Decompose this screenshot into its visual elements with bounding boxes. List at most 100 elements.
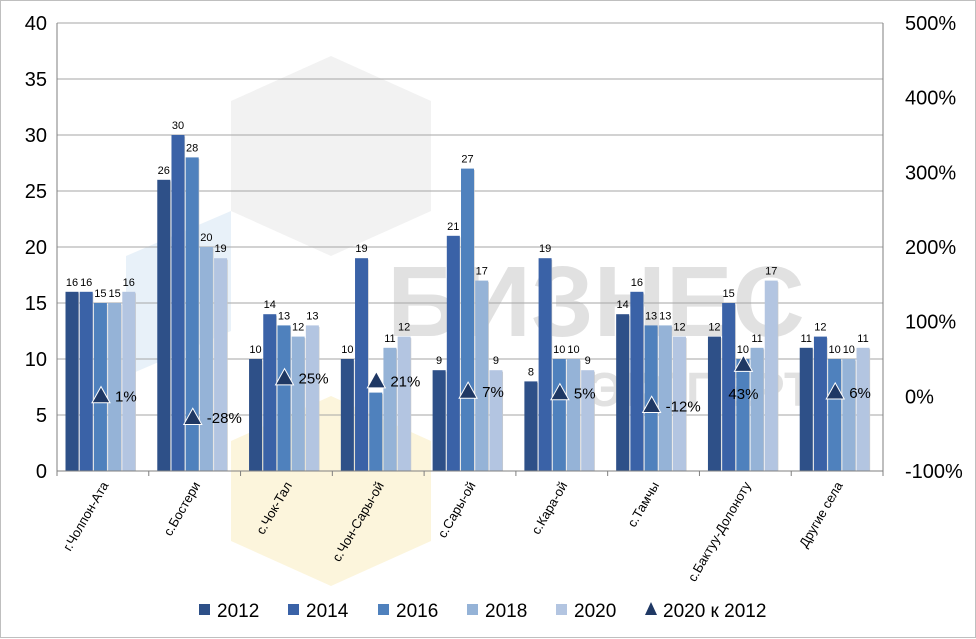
- bar-2012: [340, 359, 354, 471]
- axis-ticks: 0 5 10 15 20 25 30 35 40 -100% 0% 100% 200% 300% 400% 5…: [25, 13, 963, 483]
- legend-swatch: [288, 604, 299, 615]
- bar-value-label: 27: [461, 154, 473, 166]
- bar-value-label: 16: [80, 277, 92, 289]
- bar-value-label: 10: [737, 344, 749, 356]
- category-label: г.Чолпон-Ата: [60, 478, 112, 553]
- bar-2014: [813, 336, 827, 471]
- legend-label: 2018: [485, 601, 527, 622]
- bars: [65, 135, 871, 472]
- bar-2020: [764, 280, 778, 471]
- bar-value-label: 30: [172, 120, 184, 132]
- bar-2020: [214, 258, 228, 471]
- growth-label: 25%: [299, 371, 329, 388]
- growth-marker: [91, 385, 111, 404]
- legend-swatch: [378, 604, 389, 615]
- bar-2020: [397, 336, 411, 471]
- bar-2014: [263, 314, 277, 471]
- y-right-tick: 200%: [905, 237, 956, 259]
- category-label: с.Бостери: [160, 479, 203, 538]
- bar-2020: [305, 325, 319, 471]
- bar-value-label: 11: [384, 333, 395, 345]
- legend-label: 2020 к 2012: [663, 601, 766, 622]
- bar-value-label: 19: [214, 243, 226, 255]
- growth-marker: [550, 382, 570, 401]
- bar-value-label: 10: [843, 344, 855, 356]
- growth-marker: [733, 354, 754, 372]
- bar-value-label: 8: [528, 366, 534, 378]
- bar-2012: [249, 359, 263, 471]
- y-right-tick: 300%: [905, 162, 956, 184]
- bar-value-label: 16: [66, 277, 78, 289]
- legend-swatch: [556, 604, 567, 615]
- growth-marker: [182, 407, 203, 425]
- bar-value-label: 12: [398, 322, 410, 334]
- growth-marker: [825, 381, 846, 400]
- growth-label: -28%: [207, 410, 242, 427]
- y-left-tick: 25: [25, 181, 47, 203]
- category-label: с.Тамчы: [624, 479, 662, 530]
- bar-value-label: 15: [723, 288, 735, 300]
- legend-label: 2020: [574, 601, 616, 622]
- bar-2018: [842, 359, 856, 471]
- y-left-tick: 30: [25, 125, 47, 147]
- bar-value-label: 10: [828, 344, 840, 356]
- bar-value-label: 16: [123, 277, 135, 289]
- category-labels: г.Чолпон-Ата с.Бостери с.Чок-Тал с.Чон-Сары…: [60, 478, 846, 584]
- bar-value-label: 14: [617, 299, 629, 311]
- bar-value-label: 19: [355, 243, 367, 255]
- legend-label: 2014: [306, 601, 349, 622]
- bar-2012: [707, 336, 721, 471]
- legend-swatch: [467, 604, 478, 615]
- bar-value-label: 10: [341, 344, 353, 356]
- bar-value-label: 9: [585, 355, 591, 367]
- y-left-tick: 5: [36, 405, 47, 427]
- bar-2020: [856, 347, 870, 471]
- bar-value-label: 10: [249, 344, 261, 356]
- bar-2014: [355, 258, 369, 471]
- bar-2012: [799, 347, 813, 471]
- legend: 2012 2014 2016 2018 2020 2020 к 2012: [199, 601, 766, 622]
- bar-2016: [277, 325, 291, 471]
- bar-2020: [489, 370, 503, 471]
- growth-label: 1%: [115, 389, 137, 406]
- growth-label: 43%: [728, 386, 758, 403]
- bar-value-label: 9: [493, 355, 499, 367]
- y-left-tick: 40: [25, 13, 47, 35]
- bar-value-label: 17: [476, 266, 488, 278]
- bar-value-label: 15: [94, 288, 106, 300]
- bar-2012: [524, 381, 538, 471]
- growth-label: -12%: [666, 398, 701, 415]
- y-right-tick: 100%: [905, 312, 956, 334]
- bar-value-label: 13: [659, 310, 671, 322]
- legend-label: 2016: [396, 601, 438, 622]
- bar-2016: [828, 359, 842, 471]
- y-right-tick: 0%: [905, 386, 934, 408]
- bar-2014: [722, 303, 736, 471]
- category-label: с.Сары-ой: [434, 479, 478, 540]
- bar-2020: [122, 291, 136, 471]
- bar-2020: [581, 370, 595, 471]
- bar-labels: 1616151516263028201910141312131019711129…: [66, 120, 869, 390]
- bar-value-label: 15: [108, 288, 120, 300]
- bar-2014: [538, 258, 552, 471]
- bar-value-label: 16: [631, 277, 643, 289]
- bar-2018: [750, 347, 764, 471]
- bar-2018: [475, 280, 489, 471]
- category-label: Другие села: [796, 478, 846, 550]
- bar-2018: [199, 247, 213, 471]
- bar-value-label: 13: [278, 310, 290, 322]
- bar-value-label: 12: [292, 322, 304, 334]
- bar-2012: [65, 291, 79, 471]
- bar-value-label: 11: [857, 333, 868, 345]
- legend-swatch: [199, 604, 210, 615]
- y-right-tick: -100%: [905, 461, 963, 483]
- bar-value-label: 17: [765, 266, 777, 278]
- bar-2018: [383, 347, 397, 471]
- bar-2018: [658, 325, 672, 471]
- bar-2016: [369, 392, 383, 471]
- bar-value-label: 10: [553, 344, 565, 356]
- bar-value-label: 21: [447, 221, 459, 233]
- growth-marker: [458, 381, 478, 399]
- bar-value-label: 28: [186, 142, 198, 154]
